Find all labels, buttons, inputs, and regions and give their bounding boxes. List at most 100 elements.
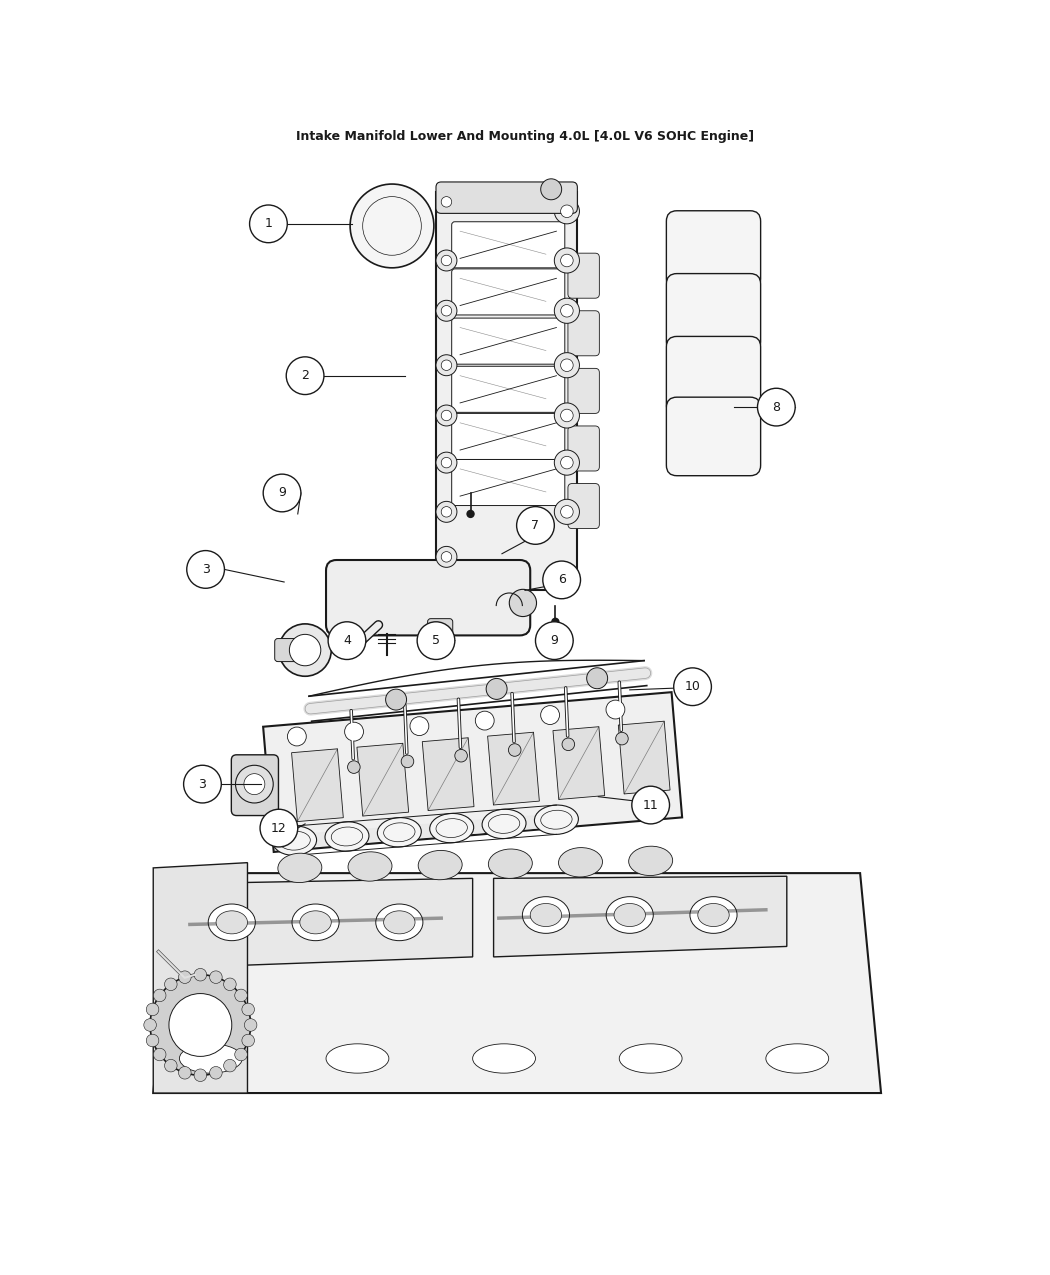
Circle shape: [554, 403, 580, 428]
Ellipse shape: [559, 848, 603, 877]
Circle shape: [441, 411, 452, 421]
Circle shape: [260, 810, 298, 847]
Circle shape: [224, 1060, 236, 1072]
FancyBboxPatch shape: [452, 366, 565, 412]
Text: 6: 6: [558, 574, 566, 586]
Circle shape: [441, 458, 452, 468]
Circle shape: [235, 989, 248, 1002]
Circle shape: [561, 409, 573, 422]
Polygon shape: [185, 878, 472, 968]
FancyBboxPatch shape: [667, 398, 760, 476]
Circle shape: [187, 551, 225, 588]
Circle shape: [554, 298, 580, 324]
Circle shape: [476, 711, 495, 731]
Ellipse shape: [429, 813, 474, 843]
Text: 9: 9: [278, 487, 286, 500]
Circle shape: [674, 668, 712, 705]
Text: 5: 5: [432, 634, 440, 648]
Circle shape: [561, 506, 573, 518]
Circle shape: [287, 357, 324, 394]
Circle shape: [441, 255, 452, 265]
Circle shape: [144, 1019, 156, 1031]
Circle shape: [554, 199, 580, 224]
Ellipse shape: [614, 904, 646, 927]
FancyBboxPatch shape: [452, 413, 565, 459]
FancyBboxPatch shape: [568, 368, 600, 413]
Ellipse shape: [292, 904, 339, 941]
Polygon shape: [422, 738, 474, 811]
Circle shape: [436, 405, 457, 426]
FancyBboxPatch shape: [667, 337, 760, 414]
Circle shape: [348, 761, 360, 774]
FancyBboxPatch shape: [667, 210, 760, 289]
Circle shape: [509, 589, 537, 617]
Circle shape: [169, 993, 232, 1057]
Ellipse shape: [523, 896, 569, 933]
Polygon shape: [487, 732, 540, 805]
Polygon shape: [292, 748, 343, 821]
Polygon shape: [264, 692, 682, 852]
Polygon shape: [153, 863, 248, 1093]
Circle shape: [245, 1019, 257, 1031]
Ellipse shape: [300, 910, 331, 933]
Circle shape: [224, 978, 236, 991]
Circle shape: [508, 743, 521, 756]
Circle shape: [235, 1048, 248, 1061]
FancyBboxPatch shape: [436, 182, 578, 213]
Ellipse shape: [488, 849, 532, 878]
Circle shape: [436, 250, 457, 272]
Ellipse shape: [530, 904, 562, 927]
Circle shape: [541, 179, 562, 200]
Circle shape: [543, 561, 581, 599]
Ellipse shape: [208, 904, 255, 941]
Circle shape: [632, 787, 670, 824]
Circle shape: [554, 450, 580, 476]
Ellipse shape: [327, 1044, 388, 1074]
Ellipse shape: [765, 1044, 828, 1074]
Circle shape: [350, 184, 434, 268]
Circle shape: [250, 205, 288, 242]
Circle shape: [194, 1068, 207, 1081]
Circle shape: [150, 974, 251, 1075]
Text: 8: 8: [773, 400, 780, 413]
Circle shape: [288, 727, 307, 746]
Circle shape: [436, 301, 457, 321]
Circle shape: [436, 354, 457, 376]
Circle shape: [417, 622, 455, 659]
Circle shape: [264, 474, 301, 511]
FancyBboxPatch shape: [231, 755, 278, 816]
Circle shape: [517, 506, 554, 544]
Circle shape: [757, 389, 795, 426]
Circle shape: [328, 622, 365, 659]
Circle shape: [210, 970, 223, 983]
Circle shape: [401, 755, 414, 768]
Polygon shape: [357, 743, 408, 816]
Text: 2: 2: [301, 370, 309, 382]
Circle shape: [385, 688, 406, 710]
Circle shape: [554, 353, 580, 377]
Circle shape: [184, 765, 222, 803]
Circle shape: [554, 500, 580, 524]
FancyBboxPatch shape: [452, 269, 565, 315]
Circle shape: [455, 750, 467, 762]
Circle shape: [436, 501, 457, 523]
Circle shape: [279, 623, 331, 676]
Text: 12: 12: [271, 821, 287, 835]
Ellipse shape: [216, 910, 248, 933]
Circle shape: [153, 1048, 166, 1061]
Circle shape: [441, 306, 452, 316]
Text: 1: 1: [265, 217, 272, 231]
Circle shape: [606, 700, 625, 719]
Circle shape: [436, 547, 457, 567]
Circle shape: [178, 1066, 191, 1079]
Text: Intake Manifold Lower And Mounting 4.0L [4.0L V6 SOHC Engine]: Intake Manifold Lower And Mounting 4.0L …: [296, 130, 754, 143]
Ellipse shape: [620, 1044, 682, 1074]
Circle shape: [441, 506, 452, 518]
Circle shape: [554, 247, 580, 273]
Circle shape: [194, 969, 207, 980]
Circle shape: [615, 732, 628, 745]
FancyBboxPatch shape: [568, 426, 600, 470]
Ellipse shape: [273, 826, 317, 856]
Ellipse shape: [482, 810, 526, 839]
Circle shape: [242, 1034, 254, 1047]
